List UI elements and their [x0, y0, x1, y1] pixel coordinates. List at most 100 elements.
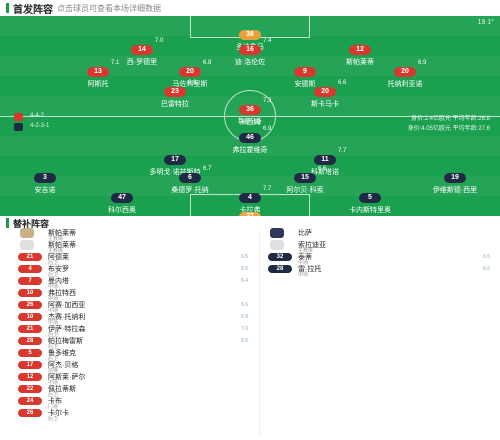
coach-avatar-icon — [270, 228, 284, 238]
home-player-4[interactable]: 13 7.1 阿斯托 — [53, 60, 143, 89]
home-sub-row[interactable]: 斯帕莱蒂 主教练 — [18, 228, 248, 242]
player-rating: 6.6 — [338, 80, 347, 86]
player-number: 5 — [359, 193, 381, 203]
home-player-9[interactable]: 20 6.6 斯卡马卡 — [280, 80, 370, 109]
away-player-0[interactable]: 46 6.9 弗拉霍维奇 — [205, 126, 295, 155]
player-number: 9 — [294, 67, 316, 77]
player-name: 安德斯 — [294, 81, 316, 88]
pitch-stripe — [0, 56, 500, 76]
subs-home-list: 斯帕莱蒂 主教练 斯帕莱蒂 主教练 21 阿德莱 后卫 6.5 4 布安罗 后卫 6.5 7 曼内塔 中场 6… — [18, 228, 248, 422]
sub-name: 杰赛·托纳利 — [48, 314, 86, 321]
sub-name: 卡布 — [48, 398, 62, 405]
home-sub-row[interactable]: 4 布安罗 后卫 6.5 — [18, 264, 248, 278]
coach-avatar-icon — [270, 240, 284, 250]
away-player-10[interactable]: 27萨默尔 — [205, 205, 295, 216]
away-player-1[interactable]: 17 多明戈·诺兹斯特 — [130, 148, 220, 177]
away-player-7[interactable]: 47 科尔西奥 — [77, 186, 167, 215]
player-number: 6 — [179, 173, 201, 183]
sub-position: 中场 — [298, 260, 309, 266]
sub-rating: 6.4 — [241, 278, 248, 284]
player-number: 47 — [111, 193, 133, 203]
sub-name: 雷·拉托 — [298, 266, 322, 273]
lineup-title: 首发阵容 — [13, 4, 53, 16]
home-sub-row[interactable]: 24 卡布 门将 — [18, 396, 248, 410]
player-number: 19 — [444, 173, 466, 183]
player-number: 17 — [164, 155, 186, 165]
team-value-age: 身价:4.05亿欧元 平均年龄:27.6 — [407, 126, 490, 132]
home-sub-row[interactable]: 5 鲁多维克 后卫 — [18, 348, 248, 362]
away-player-4[interactable]: 6 6.7 桑德罗·托纳 — [145, 166, 235, 195]
player-name: 阿斯托 — [87, 81, 109, 88]
home-sub-row[interactable]: 21 阿德莱 后卫 6.5 — [18, 252, 248, 266]
home-sub-row[interactable]: 28 帕拉梅雷斯 后卫 6.5 — [18, 336, 248, 350]
home-player-5[interactable]: 20 6.8 马佐科里斯 — [145, 60, 235, 89]
sub-name: 卡尔卡 — [48, 410, 69, 417]
away-player-6[interactable]: 19 伊维斯德·西里 — [410, 166, 500, 195]
player-number: 36 — [239, 105, 261, 115]
away-sub-row[interactable]: 32 泰蒂 中场 6.5 — [268, 252, 490, 266]
home-player-6[interactable]: 9 安德斯 — [260, 60, 350, 89]
player-name: 桑德罗·托纳 — [171, 187, 209, 194]
away-player-8[interactable]: 4 7.7 卡拉弗 — [205, 186, 295, 215]
sub-position: 中场 — [48, 296, 59, 302]
sub-position: 后卫 — [48, 344, 59, 350]
pitch-corner-label: 19 1° — [477, 19, 494, 26]
away-sub-row[interactable]: 索拉迪亚 主教练 — [268, 240, 490, 254]
sub-position: 后卫 — [48, 356, 59, 362]
sub-number-badge: 21 — [18, 325, 42, 333]
away-player-5[interactable]: 15 6.6 阿尔贝·科索 — [260, 166, 350, 195]
sub-name: 阿斯莱·萨尔 — [48, 374, 86, 381]
home-player-2[interactable]: 14 7.0 西·罗德里 — [97, 38, 187, 67]
home-player-1[interactable]: 16 7.4 迪·洛伦佐 — [205, 38, 295, 67]
player-rating: 7.3 — [263, 98, 272, 104]
home-sub-row[interactable]: 7 曼内塔 中场 6.4 — [18, 276, 248, 290]
player-name: 米西姆 — [239, 119, 261, 126]
home-player-3[interactable]: 12 斯帕莱蒂 — [315, 38, 405, 67]
home-sub-row[interactable]: 22 佩拉蒂斯 后卫 — [18, 384, 248, 398]
sub-name: 布安罗 — [48, 266, 69, 273]
away-player-3[interactable]: 3 安吉诺 — [0, 166, 90, 195]
away-sub-row[interactable]: 比萨 — [268, 228, 490, 240]
subs-divider — [259, 230, 260, 435]
home-sub-row[interactable]: 17 阿杰·贝格 前锋 — [18, 360, 248, 374]
away-player-2[interactable]: 11 7.7 科斯塔诺 — [280, 148, 370, 177]
player-name: 阿尔贝·科索 — [286, 187, 324, 194]
coach-avatar-icon — [20, 240, 34, 250]
sub-rating: 6.5 — [241, 266, 248, 272]
home-sub-row[interactable]: 21 伊萨·特拉森 后卫 7.0 — [18, 324, 248, 338]
player-number: 11 — [314, 155, 336, 165]
sub-number-badge: 24 — [18, 397, 42, 405]
header-accent-bar — [6, 3, 9, 13]
data-analysis-label[interactable]: 数据分析 — [237, 119, 262, 125]
sub-rating: 6.6 — [483, 266, 490, 272]
away-player-9[interactable]: 5 卡内斯特里奥 — [325, 186, 415, 215]
home-sub-row[interactable]: 12 阿斯莱·萨尔 中场 — [18, 372, 248, 386]
home-sub-row[interactable]: 斯帕莱蒂 主教练 — [18, 240, 248, 254]
sub-position: 后卫 — [48, 272, 59, 278]
player-rating: 7.1 — [111, 60, 120, 66]
sub-number-badge: 12 — [18, 373, 42, 381]
subs-header: 替补阵容 — [0, 216, 500, 230]
home-sub-row[interactable]: 10 弗拉特西 中场 — [18, 288, 248, 302]
player-number: 27 — [239, 212, 261, 216]
lineup-subtitle: 点击球员可查看本场详细数据 — [57, 3, 161, 13]
sub-position: 后卫 — [48, 260, 59, 266]
home-player-8[interactable]: 23 6.6 巴雷特拉 — [130, 80, 220, 109]
home-player-7[interactable]: 20 6.9 托纳利亚诺 — [360, 60, 450, 89]
sub-rating: 6.5 — [241, 338, 248, 344]
home-sub-row[interactable]: 10 杰赛·托纳利 中场 6.9 — [18, 312, 248, 326]
sub-number-badge: 26 — [18, 409, 42, 417]
away-sub-row[interactable]: 28 雷·拉托 中场 6.6 — [268, 264, 490, 278]
sub-position: 中场 — [298, 272, 309, 278]
home-sub-row[interactable]: 26 卡尔卡 后卫 — [18, 408, 248, 422]
home-sub-row[interactable]: 26 阿赛·加西亚 中场 6.6 — [18, 300, 248, 314]
sub-number-badge: 10 — [18, 289, 42, 297]
player-name: 科斯塔诺 — [311, 169, 339, 176]
sub-rating: 6.5 — [483, 254, 490, 260]
team-formation: 4-4-2 — [30, 113, 45, 119]
home-player-10[interactable]: 36 7.3 米西姆 — [205, 98, 295, 127]
player-rating: 6.6 — [318, 166, 327, 172]
player-rating: 6.6 — [188, 80, 197, 86]
sub-name: 伊萨·特拉森 — [48, 326, 86, 333]
pitch-stripe — [0, 176, 500, 196]
